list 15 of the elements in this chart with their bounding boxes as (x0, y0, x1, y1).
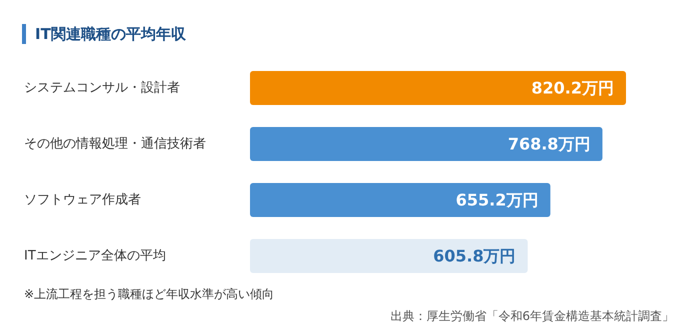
y-tick-label: ITエンジニア全体の平均 (24, 248, 166, 264)
data-label: 655.2万円 (456, 190, 538, 210)
bar (250, 183, 550, 217)
bar (250, 239, 528, 273)
bar (250, 127, 602, 161)
bar (250, 71, 626, 105)
y-tick-label: その他の情報処理・通信技術者 (24, 136, 206, 152)
data-label: 605.8万円 (433, 246, 516, 266)
y-tick-label: システムコンサル・設計者 (24, 80, 180, 96)
text: IT関連職種の平均年収 (22, 24, 186, 44)
text: ※上流工程を担う職種ほど年収水準が高い傾向 (24, 286, 274, 303)
data-label: 768.8万円 (508, 134, 590, 154)
data-label: 820.2万円 (531, 78, 614, 98)
source-note: 出典：厚生労働省「令和6年賃金構造基本統計調査」 (390, 308, 674, 325)
y-tick-label: ソフトウェア作成者 (24, 192, 141, 208)
